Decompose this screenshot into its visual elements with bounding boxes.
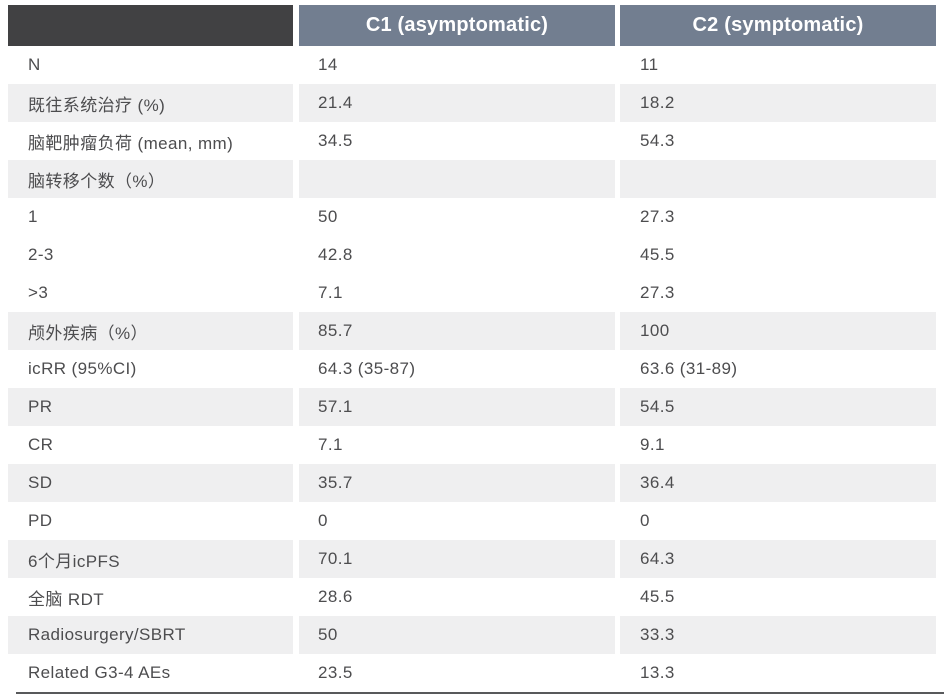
- table-row: PD 0 0: [8, 502, 936, 540]
- row-label: 2-3: [28, 245, 54, 264]
- row-label: SD: [8, 464, 293, 502]
- cell-value-c1: 28.6: [318, 587, 353, 606]
- cell-value-c1: 34.5: [318, 131, 353, 150]
- cell-value-c2: 27.3: [640, 207, 675, 226]
- table-row: SD 35.7 36.4: [8, 464, 936, 502]
- row-label: PD: [28, 511, 53, 530]
- cell-value-c1: 0: [318, 511, 328, 530]
- row-label: 颅外疾病（%）: [8, 312, 293, 350]
- cell-value-c2: [620, 160, 936, 198]
- table-body: N 14 11 既往系统治疗 (%) 21.4 18.2 脑靶肿瘤负荷 (mean, mm)…: [8, 46, 936, 692]
- cell-value-c1: 14: [318, 55, 338, 74]
- cell-value-c1: 7.1: [318, 435, 343, 454]
- cell-value-c2: 45.5: [640, 587, 675, 606]
- table-row: 既往系统治疗 (%) 21.4 18.2: [8, 84, 936, 122]
- cell-value-c1: 21.4: [299, 84, 615, 122]
- cell-value-c1: 7.1: [318, 283, 343, 302]
- header-corner-cell: [8, 5, 293, 46]
- row-label: 脑靶肿瘤负荷 (mean, mm): [28, 133, 234, 153]
- row-label: 既往系统治疗 (%): [8, 84, 293, 122]
- cell-value-c1: 50: [318, 207, 338, 226]
- cell-value-c2: 13.3: [640, 663, 675, 682]
- cell-value-c2: 18.2: [620, 84, 936, 122]
- cell-value-c2: 100: [620, 312, 936, 350]
- cell-value-c2: 33.3: [620, 616, 936, 654]
- table-row: 1 50 27.3: [8, 198, 936, 236]
- row-label: CR: [28, 435, 54, 454]
- cell-value-c2: 9.1: [640, 435, 665, 454]
- row-label: >3: [28, 283, 49, 302]
- table-row: 6个月icPFS 70.1 64.3: [8, 540, 936, 578]
- cell-value-c1: 23.5: [318, 663, 353, 682]
- cell-value-c1: 70.1: [299, 540, 615, 578]
- row-label: N: [28, 55, 41, 74]
- row-label: Related G3-4 AEs: [28, 663, 171, 682]
- cell-value-c1: 50: [299, 616, 615, 654]
- cell-value-c1: [299, 160, 615, 198]
- cell-value-c2: 27.3: [640, 283, 675, 302]
- header-c2: C2 (symptomatic): [620, 5, 936, 46]
- table-row: 2-3 42.8 45.5: [8, 236, 936, 274]
- table-row: PR 57.1 54.5: [8, 388, 936, 426]
- cell-value-c2: 63.6 (31-89): [640, 359, 738, 378]
- cell-value-c1: 57.1: [299, 388, 615, 426]
- table-row: icRR (95%CI) 64.3 (35-87) 63.6 (31-89): [8, 350, 936, 388]
- table-row: 脑转移个数（%）: [8, 160, 936, 198]
- table-bottom-border: [16, 692, 944, 694]
- table-header-row: C1 (asymptomatic) C2 (symptomatic): [8, 5, 936, 46]
- cell-value-c2: 54.5: [620, 388, 936, 426]
- cell-value-c2: 11: [640, 55, 659, 74]
- header-c1: C1 (asymptomatic): [299, 5, 615, 46]
- cell-value-c2: 36.4: [620, 464, 936, 502]
- row-label: 全脑 RDT: [28, 589, 105, 609]
- table-row: 颅外疾病（%） 85.7 100: [8, 312, 936, 350]
- cell-value-c2: 0: [640, 511, 650, 530]
- row-label: 脑转移个数（%）: [8, 160, 293, 198]
- table-row: 全脑 RDT 28.6 45.5: [8, 578, 936, 616]
- cell-value-c1: 35.7: [299, 464, 615, 502]
- row-label: 6个月icPFS: [8, 540, 293, 578]
- cell-value-c1: 64.3 (35-87): [318, 359, 416, 378]
- cell-value-c2: 64.3: [620, 540, 936, 578]
- row-label: 1: [28, 207, 38, 226]
- table-row: CR 7.1 9.1: [8, 426, 936, 464]
- cell-value-c1: 42.8: [318, 245, 353, 264]
- row-label: PR: [8, 388, 293, 426]
- table-row: N 14 11: [8, 46, 936, 84]
- table-row: Radiosurgery/SBRT 50 33.3: [8, 616, 936, 654]
- cell-value-c2: 45.5: [640, 245, 675, 264]
- cell-value-c1: 85.7: [299, 312, 615, 350]
- table-row: 脑靶肿瘤负荷 (mean, mm) 34.5 54.3: [8, 122, 936, 160]
- row-label: Radiosurgery/SBRT: [8, 616, 293, 654]
- cell-value-c2: 54.3: [640, 131, 675, 150]
- table-row: Related G3-4 AEs 23.5 13.3: [8, 654, 936, 692]
- table-row: >3 7.1 27.3: [8, 274, 936, 312]
- row-label: icRR (95%CI): [28, 359, 137, 378]
